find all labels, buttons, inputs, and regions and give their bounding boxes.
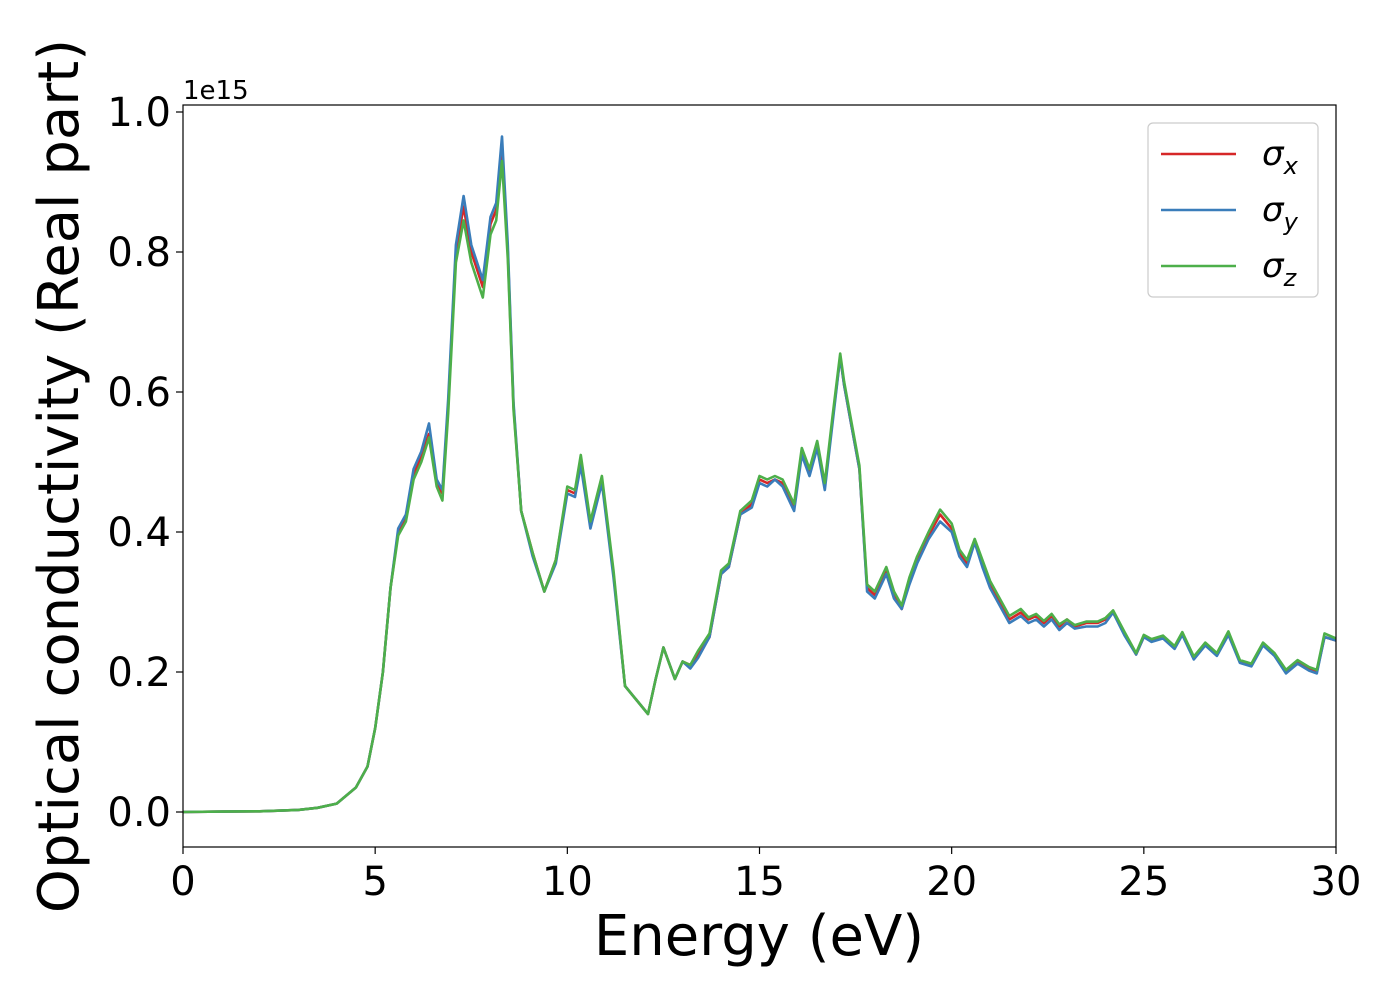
legend-symbol: σ xyxy=(1262,134,1285,174)
legend-label-x: σx xyxy=(1262,134,1299,180)
legend-label-y: σy xyxy=(1262,190,1299,236)
y-tick-label: 0.8 xyxy=(107,230,171,276)
y-tick-label: 1.0 xyxy=(107,90,171,136)
legend-subscript: x xyxy=(1283,152,1299,180)
series-layer xyxy=(183,135,1336,814)
y-tick-label: 0.0 xyxy=(107,790,171,836)
x-tick-label: 10 xyxy=(542,859,593,905)
legend-symbol: σ xyxy=(1262,246,1285,286)
legend-label-z: σz xyxy=(1262,246,1298,292)
x-axis-title: Energy (eV) xyxy=(594,904,924,969)
y-tick-label: 0.4 xyxy=(107,510,171,556)
y-tick-label: 0.2 xyxy=(107,650,171,696)
x-tick-label: 25 xyxy=(1118,859,1169,905)
legend-subscript: y xyxy=(1283,208,1299,236)
x-tick-label: 30 xyxy=(1311,859,1362,905)
x-tick-label: 5 xyxy=(362,859,387,905)
y-tick-label: 0.6 xyxy=(107,370,171,416)
x-tick-label: 15 xyxy=(734,859,785,905)
x-axis: 0 5 10 15 20 25 30 xyxy=(170,847,1361,905)
y-axis: 0.0 0.2 0.4 0.6 0.8 1.0 xyxy=(107,90,183,836)
y-axis-title: Optical conductivity (Real part) xyxy=(27,39,92,913)
y-offset-label: 1e15 xyxy=(183,76,249,106)
x-tick-label: 0 xyxy=(170,859,195,905)
legend-subscript: z xyxy=(1283,264,1298,292)
series-line-z xyxy=(183,159,1336,814)
x-tick-label: 20 xyxy=(926,859,977,905)
legend-symbol: σ xyxy=(1262,190,1285,230)
